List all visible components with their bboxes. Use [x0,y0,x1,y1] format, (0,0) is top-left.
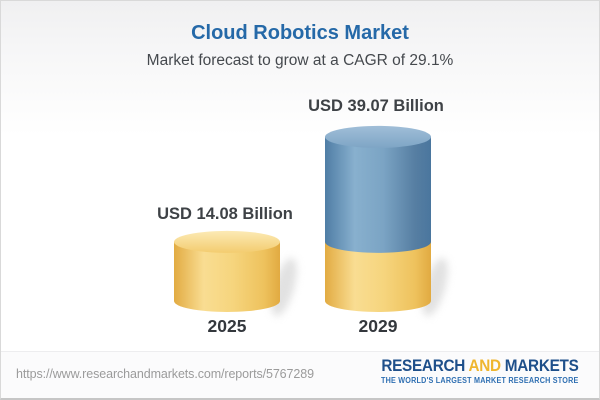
logo-word-markets: MARKETS [505,356,579,375]
bar-2029-category-label: 2029 [358,316,398,336]
chart-title: Cloud Robotics Market [191,22,409,44]
bar-2029-value-label: USD 39.07 Billion [308,97,444,115]
report-url: https://www.researchandmarkets.com/repor… [16,367,314,381]
bar-2025-category-label: 2025 [207,316,247,336]
logo-tagline: THE WORLD'S LARGEST MARKET RESEARCH STOR… [381,376,579,385]
logo-word-and: AND [468,356,502,375]
logo-wordmark: RESEARCH AND MARKETS [381,356,580,375]
bar-2025-value-label: USD 14.08 Billion [157,205,293,223]
chart-subtitle: Market forecast to grow at a CAGR of 29.… [146,52,454,69]
logo-word-research: RESEARCH [381,356,466,375]
brand-logo: RESEARCH AND MARKETS THE WORLD'S LARGEST… [381,356,579,385]
footer-bar: https://www.researchandmarkets.com/repor… [1,351,599,398]
